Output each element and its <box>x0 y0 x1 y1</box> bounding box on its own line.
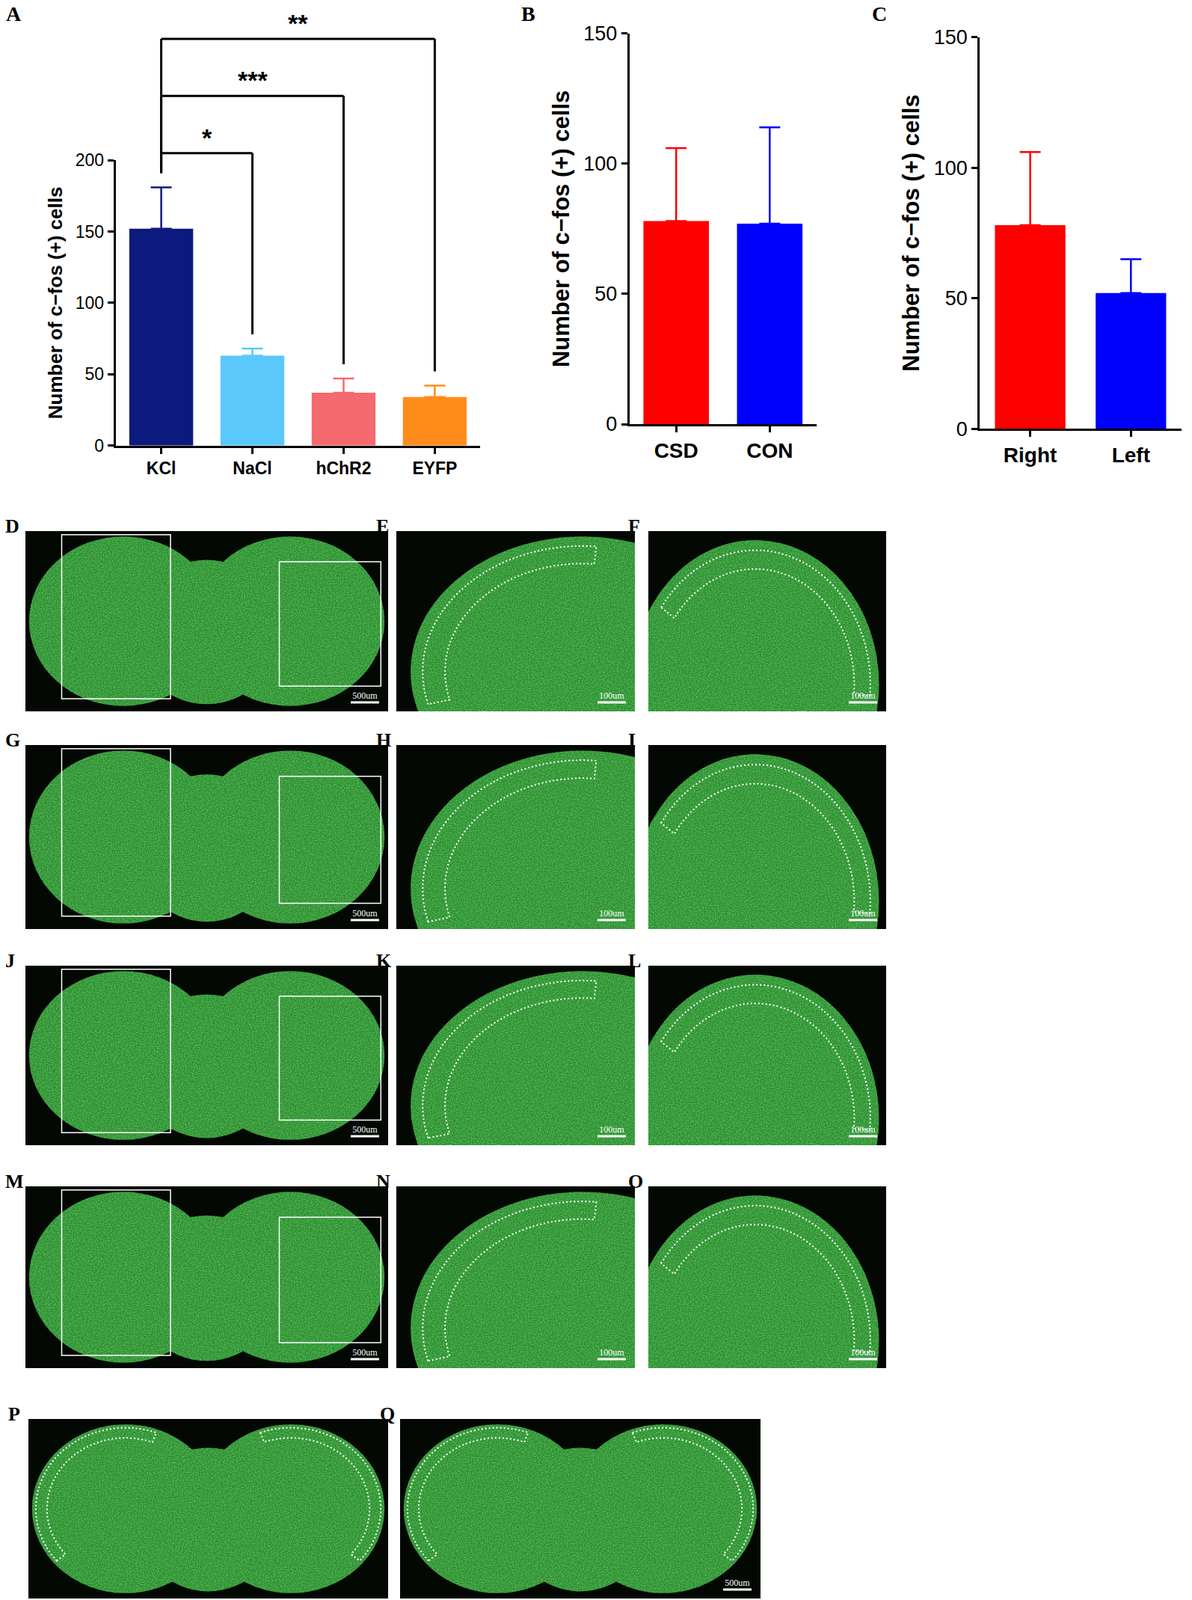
svg-text:E: E <box>376 515 389 537</box>
svg-text:100um: 100um <box>598 1123 625 1135</box>
svg-text:F: F <box>628 515 641 537</box>
svg-text:100: 100 <box>583 152 617 175</box>
svg-text:50: 50 <box>945 287 968 310</box>
svg-text:CSD: CSD <box>654 438 699 463</box>
svg-text:G: G <box>5 729 21 751</box>
svg-text:J: J <box>5 949 15 972</box>
svg-text:0: 0 <box>956 418 968 441</box>
svg-text:KCl: KCl <box>146 458 177 478</box>
svg-text:150: 150 <box>583 22 617 45</box>
svg-text:100um: 100um <box>598 690 625 701</box>
svg-text:150: 150 <box>934 26 968 49</box>
svg-text:Number of c−fos (+) cells: Number of c−fos (+) cells <box>548 90 575 368</box>
svg-text:50: 50 <box>594 282 617 306</box>
svg-text:500um: 500um <box>352 690 378 701</box>
svg-text:100um: 100um <box>598 1346 625 1358</box>
svg-text:O: O <box>628 1170 644 1192</box>
svg-text:100: 100 <box>75 293 104 313</box>
svg-text:50: 50 <box>84 364 104 384</box>
svg-text:D: D <box>5 515 20 537</box>
svg-text:EYFP: EYFP <box>412 458 457 478</box>
svg-text:M: M <box>5 1170 24 1192</box>
svg-text:hChR2: hChR2 <box>315 458 371 478</box>
svg-text:500um: 500um <box>352 1346 378 1358</box>
svg-text:500um: 500um <box>352 907 378 919</box>
svg-text:150: 150 <box>75 222 104 242</box>
svg-text:100um: 100um <box>850 690 876 701</box>
svg-text:500um: 500um <box>352 1123 378 1135</box>
svg-text:H: H <box>376 729 392 751</box>
svg-text:Left: Left <box>1111 443 1151 467</box>
svg-text:200: 200 <box>75 150 104 170</box>
svg-text:I: I <box>628 729 636 751</box>
svg-text:Right: Right <box>1003 443 1058 467</box>
svg-text:100: 100 <box>934 157 968 180</box>
svg-text:C: C <box>871 2 887 26</box>
svg-text:A: A <box>5 2 22 26</box>
svg-text:0: 0 <box>94 435 104 456</box>
svg-text:B: B <box>521 2 536 26</box>
svg-text:CON: CON <box>746 438 793 463</box>
svg-text:100um: 100um <box>598 907 625 919</box>
svg-text:Q: Q <box>379 1402 395 1425</box>
svg-text:***: *** <box>237 65 268 95</box>
svg-text:*: * <box>201 123 213 152</box>
svg-text:100um: 100um <box>850 1123 876 1135</box>
svg-text:100um: 100um <box>850 1346 876 1358</box>
svg-text:0: 0 <box>605 412 617 436</box>
svg-text:P: P <box>8 1402 21 1425</box>
svg-text:500um: 500um <box>724 1577 751 1588</box>
svg-text:Number of c−fos (+) cells: Number of c−fos (+) cells <box>44 186 67 420</box>
svg-text:L: L <box>628 949 641 972</box>
svg-text:K: K <box>376 949 392 972</box>
svg-text:NaCl: NaCl <box>232 458 272 478</box>
svg-text:**: ** <box>287 8 309 38</box>
svg-text:N: N <box>376 1170 391 1192</box>
svg-text:Number of c−fos (+) cells: Number of c−fos (+) cells <box>898 94 925 371</box>
svg-text:100um: 100um <box>850 907 876 919</box>
